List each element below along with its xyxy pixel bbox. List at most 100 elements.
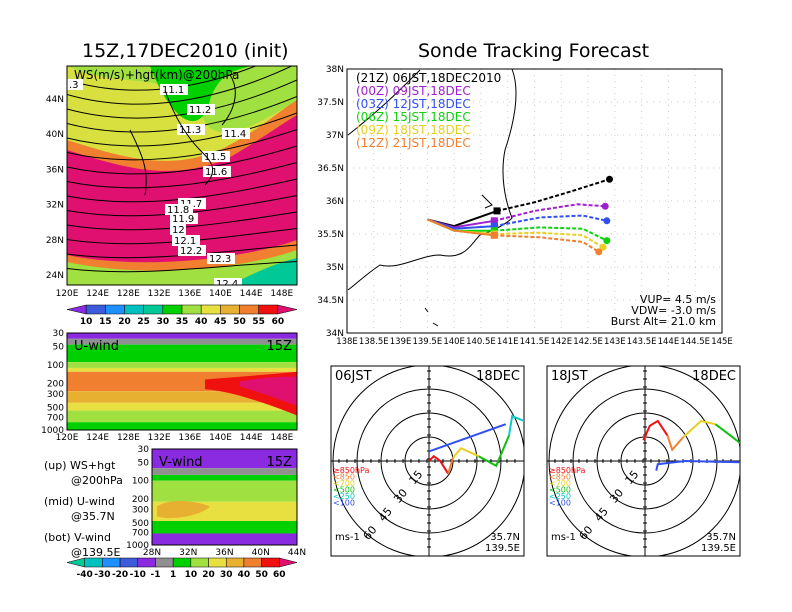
colorbar-label: 40 bbox=[195, 317, 208, 327]
y-tick-label: 500 bbox=[132, 519, 149, 529]
y-tick-label: 38N bbox=[326, 65, 344, 75]
colorbar-cell bbox=[279, 557, 298, 568]
tracking-frame bbox=[346, 68, 723, 334]
legend-entry: (12Z) 21JST,18DEC bbox=[356, 136, 471, 150]
track-descent bbox=[494, 203, 606, 222]
x-tick-label: 28N bbox=[143, 548, 161, 558]
x-tick-label: 148E bbox=[270, 433, 293, 443]
colorbar-label: 30 bbox=[220, 570, 233, 580]
x-tick-label: 128E bbox=[117, 433, 140, 443]
colorbar-cell bbox=[105, 304, 125, 315]
contour-label: .3 bbox=[69, 80, 79, 91]
contour-label: 12.1 bbox=[174, 236, 196, 247]
x-tick-label: 44N bbox=[288, 548, 306, 558]
hodograph-trace bbox=[428, 423, 507, 453]
landing-marker bbox=[606, 175, 613, 183]
y-tick-label: 200 bbox=[132, 495, 149, 505]
colorbar-cell bbox=[190, 557, 209, 568]
map-frame bbox=[66, 65, 298, 286]
wind-band bbox=[67, 344, 297, 363]
ws-area bbox=[67, 250, 297, 285]
contour-label: 11.5 bbox=[204, 152, 226, 163]
landing-marker bbox=[603, 237, 611, 245]
colorbar-cell bbox=[66, 557, 85, 568]
hodograph-trace bbox=[447, 457, 454, 475]
colorbar-cell bbox=[102, 557, 121, 568]
wind-band bbox=[67, 422, 297, 430]
y-tick-label: 34N bbox=[326, 329, 344, 339]
colorbar-label: -40 bbox=[77, 570, 93, 580]
colorbar-label: 30 bbox=[157, 317, 170, 327]
map-label: WS(m/s)+hgt(km)@200hPa bbox=[74, 68, 239, 82]
y-tick-label: 1000 bbox=[126, 541, 149, 551]
colorbar-cell bbox=[143, 304, 164, 315]
x-tick-label: 142E bbox=[550, 337, 572, 347]
u-wind-time: 15Z bbox=[267, 339, 293, 354]
contour-label-bg bbox=[67, 79, 83, 90]
y-tick-label: 28N bbox=[46, 236, 64, 246]
contour-label: 11.4 bbox=[224, 129, 246, 140]
wind-band bbox=[67, 391, 297, 403]
colorbar-cell bbox=[225, 557, 245, 568]
hodograph-date: 18DEC bbox=[692, 369, 736, 384]
colorbar-label: 50 bbox=[233, 317, 246, 327]
height-contour bbox=[67, 162, 297, 189]
colorbar-label: -30 bbox=[94, 570, 110, 580]
wind-band bbox=[67, 338, 297, 345]
contour-label-bg bbox=[165, 204, 193, 215]
burst-marker bbox=[490, 231, 498, 239]
right-title: Sonde Tracking Forecast bbox=[418, 40, 650, 62]
hodograph-time: 18JST bbox=[551, 369, 588, 384]
hodograph-date: 18DEC bbox=[476, 369, 520, 384]
note-mid: (mid) U-wind @35.7N bbox=[44, 494, 123, 524]
contour-label-bg bbox=[187, 104, 215, 115]
y-tick-label: 200 bbox=[47, 379, 64, 389]
hodograph-trace bbox=[666, 435, 685, 452]
contour-label-bg bbox=[203, 166, 231, 177]
y-tick-label: 30 bbox=[53, 329, 65, 339]
x-tick-label: 32N bbox=[179, 548, 197, 558]
hodograph-trace bbox=[642, 419, 669, 441]
colorbar-label: 25 bbox=[137, 317, 150, 327]
colorbar-cell bbox=[66, 304, 87, 315]
y-tick-label: 37N bbox=[326, 131, 344, 141]
hodograph-trace bbox=[452, 446, 480, 459]
colorbar-cell bbox=[85, 304, 106, 315]
param-burst: Burst Alt= 21.0 km bbox=[611, 315, 716, 328]
contour-label: 12.3 bbox=[209, 254, 231, 265]
height-contour bbox=[67, 261, 297, 273]
track-descent bbox=[494, 231, 604, 249]
tracking-panel: (21Z) 06JST,18DEC2010(00Z) 09JST,18DEC(0… bbox=[317, 65, 733, 347]
y-tick-label: 24N bbox=[46, 271, 64, 281]
left-title: 15Z,17DEC2010 (init) bbox=[82, 40, 289, 62]
pressure-legend: <100 bbox=[549, 499, 571, 508]
colorbar-label: 15 bbox=[99, 317, 112, 327]
track-descent bbox=[494, 214, 608, 228]
colorbar-cell bbox=[208, 557, 227, 568]
colorbar-label: 35 bbox=[176, 317, 189, 327]
note-text: @139.5E bbox=[71, 546, 121, 559]
colorbar-cell bbox=[181, 304, 202, 315]
param-vdw: VDW= -3.0 m/s bbox=[631, 304, 716, 317]
ws-map-panel: .311.111.211.311.411.511.611.711.811.912… bbox=[46, 65, 298, 299]
ws-field: .311.111.211.311.411.511.611.711.811.912… bbox=[67, 66, 297, 285]
hodograph-trace bbox=[428, 454, 450, 475]
hodograph-trace bbox=[743, 445, 762, 464]
hodograph-trace bbox=[508, 414, 524, 436]
y-tick-label: 44N bbox=[46, 95, 64, 105]
wind-band bbox=[152, 533, 297, 545]
x-tick-label: 40N bbox=[252, 548, 270, 558]
legend-entry: (03Z) 12JST,18DEC bbox=[356, 97, 471, 111]
contour-label-bg bbox=[172, 235, 200, 246]
y-tick-label: 50 bbox=[138, 458, 150, 468]
colorbar-cell bbox=[258, 304, 279, 315]
wind-band bbox=[67, 333, 297, 339]
contour-label-bg bbox=[178, 198, 206, 209]
colorbar-cell bbox=[243, 557, 262, 568]
x-tick-label: 144.5E bbox=[680, 337, 710, 347]
legend-entry: (09Z) 18JST,18DEC bbox=[356, 123, 471, 137]
landing-marker bbox=[595, 248, 603, 256]
x-tick-label: 140.5E bbox=[466, 337, 496, 347]
